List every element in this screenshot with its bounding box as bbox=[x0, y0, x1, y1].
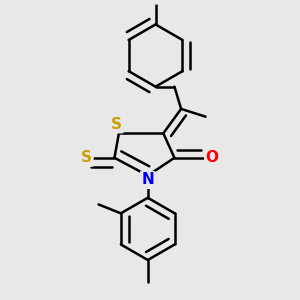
Text: S: S bbox=[111, 117, 122, 132]
Text: Cl: Cl bbox=[147, 0, 164, 3]
Text: S: S bbox=[81, 150, 92, 165]
Text: N: N bbox=[141, 172, 154, 188]
Text: O: O bbox=[206, 150, 219, 165]
